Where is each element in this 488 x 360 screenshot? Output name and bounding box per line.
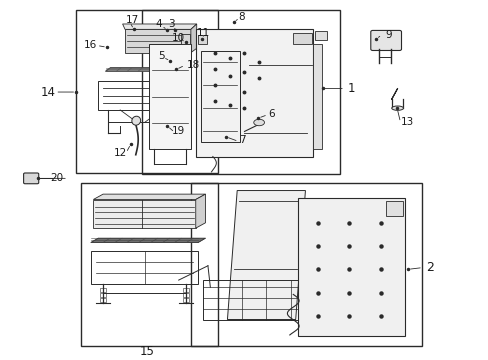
Polygon shape [93, 199, 195, 228]
Ellipse shape [391, 106, 403, 110]
Bar [76, 10, 217, 173]
Text: 20: 20 [50, 174, 63, 183]
Text: 9: 9 [384, 30, 391, 40]
Text: 10: 10 [172, 33, 185, 43]
Polygon shape [190, 24, 196, 53]
Bar [195, 30, 312, 157]
Bar [100, 298, 106, 302]
Polygon shape [91, 238, 205, 243]
Text: 13: 13 [401, 117, 414, 127]
Bar [98, 81, 183, 110]
Text: 17: 17 [125, 15, 139, 26]
Text: 12: 12 [113, 148, 126, 158]
Ellipse shape [253, 119, 264, 126]
Text: 7: 7 [238, 135, 245, 145]
Text: 6: 6 [267, 108, 274, 118]
Bar [312, 44, 321, 149]
Bar [181, 33, 189, 44]
Ellipse shape [132, 116, 141, 125]
Bar [81, 183, 217, 346]
Bar [293, 33, 311, 44]
Text: 5: 5 [158, 51, 164, 61]
Bar [183, 293, 188, 297]
Text: 11: 11 [196, 28, 209, 38]
Bar [315, 31, 327, 40]
Text: 8: 8 [238, 12, 245, 22]
Bar [200, 51, 239, 142]
Bar [385, 201, 402, 216]
Text: 1: 1 [347, 82, 355, 95]
Bar [100, 293, 106, 297]
Bar [198, 35, 206, 44]
Bar [100, 288, 106, 292]
Polygon shape [195, 194, 205, 228]
FancyBboxPatch shape [23, 173, 39, 184]
Bar [298, 198, 405, 336]
Bar [190, 183, 422, 346]
Text: 4: 4 [156, 19, 162, 29]
Polygon shape [125, 30, 190, 53]
Polygon shape [105, 68, 185, 71]
Text: 19: 19 [172, 126, 185, 136]
Text: 18: 18 [186, 60, 200, 70]
Polygon shape [93, 194, 205, 199]
Bar [183, 298, 188, 302]
Text: 14: 14 [41, 86, 56, 99]
Text: 2: 2 [425, 261, 433, 274]
Polygon shape [227, 190, 305, 320]
FancyBboxPatch shape [370, 31, 401, 50]
Bar [149, 44, 190, 149]
Polygon shape [122, 24, 196, 30]
Text: 15: 15 [139, 345, 154, 357]
Text: 16: 16 [84, 40, 97, 50]
Bar [91, 251, 198, 284]
Bar [183, 288, 188, 292]
Text: 3: 3 [168, 19, 174, 29]
Bar [142, 10, 339, 175]
